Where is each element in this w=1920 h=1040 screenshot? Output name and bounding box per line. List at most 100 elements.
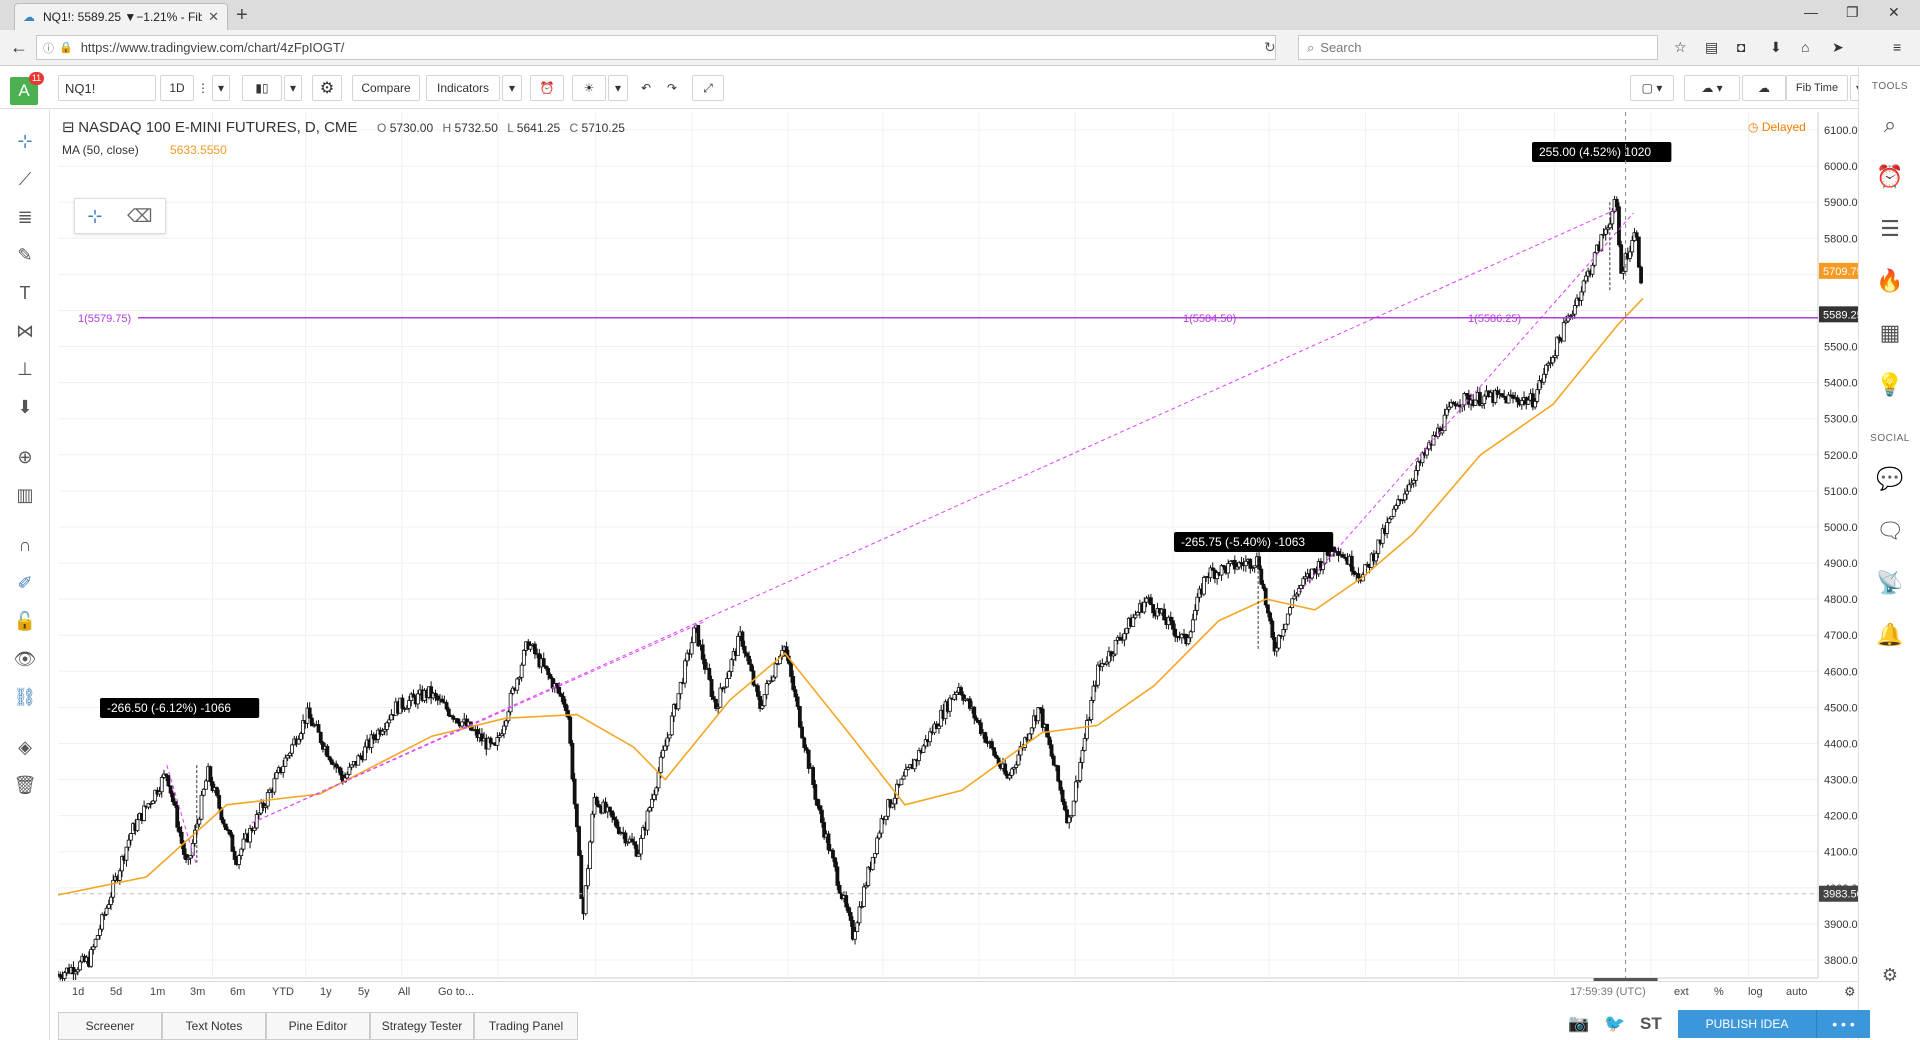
pocket-icon[interactable]: ◘ [1737, 39, 1746, 55]
drawing-tool-name[interactable]: Fib Time [1786, 75, 1848, 101]
undo-icon[interactable]: ↶ [634, 75, 658, 101]
collapse-legend-icon[interactable]: ⊟ [62, 119, 75, 136]
tab-strategy-tester[interactable]: Strategy Tester [370, 1012, 474, 1040]
tab-trading-panel[interactable]: Trading Panel [474, 1012, 578, 1040]
browser-menu-icon[interactable]: ≡ [1893, 39, 1902, 55]
browser-search-field[interactable]: ⌕ Search [1298, 35, 1658, 60]
symbol-input[interactable]: NQ1! [58, 75, 156, 101]
bulb-dropdown-icon[interactable]: ▾ [608, 75, 628, 101]
tab-close-icon[interactable]: ✕ [208, 9, 219, 24]
range-1y[interactable]: 1y [320, 986, 332, 998]
crosshair-icon[interactable]: ⊹ [17, 130, 33, 151]
range-5y[interactable]: 5y [358, 986, 370, 998]
option-auto[interactable]: auto [1786, 986, 1808, 998]
interval-button[interactable]: 1D [160, 75, 194, 101]
fullscreen-icon[interactable]: ⤢ [692, 75, 724, 101]
download-icon[interactable]: ⬇ [1770, 39, 1782, 55]
layout-icon[interactable]: ▢ ▾ [1630, 75, 1674, 101]
private-chat-icon[interactable]: 🗨 [1876, 518, 1904, 543]
clock-time[interactable]: 17:59:39 (UTC) [1570, 986, 1646, 998]
text-tool-icon[interactable]: T [19, 282, 31, 303]
chart-area[interactable]: 3800.003900.004000.004100.004200.004300.… [58, 112, 1862, 1004]
hide-drawings-eye-icon[interactable]: 👁 [13, 648, 37, 669]
camera-icon[interactable]: 📷 [1568, 1014, 1590, 1033]
ma-label[interactable]: MA (50, close) [62, 143, 139, 157]
info-icon[interactable]: ⓘ [43, 42, 54, 55]
settings-bottom-icon[interactable]: ⚙ [1881, 964, 1899, 985]
range-ytd[interactable]: YTD [272, 986, 294, 998]
cloud-load-icon[interactable]: ☁ ▾ [1684, 75, 1740, 101]
publish-idea-button[interactable]: PUBLISH IDEA [1678, 1010, 1816, 1038]
scale-settings-gear-icon[interactable]: ⚙ [1844, 984, 1856, 999]
alarm-icon[interactable]: ⏰ [1876, 164, 1904, 189]
sync-link-icon[interactable]: ⛓ [13, 686, 37, 707]
hotlist-icon[interactable]: 🔥 [1876, 268, 1904, 293]
interval-dropdown-icon[interactable]: ▾ [212, 75, 230, 101]
cursor-crosshair-icon[interactable]: ⊹ [87, 205, 103, 226]
compare-button[interactable]: Compare [352, 75, 420, 101]
stay-in-drawing-mode-icon[interactable]: ✐ [17, 572, 33, 593]
range-3m[interactable]: 3m [190, 986, 206, 998]
series-title[interactable]: NASDAQ 100 E-MINI FUTURES, D, CME [78, 119, 358, 136]
bookmark-star-icon[interactable]: ☆ [1674, 39, 1687, 55]
send-icon[interactable]: ➤ [1832, 39, 1844, 55]
goto-button[interactable]: Go to... [438, 986, 475, 998]
stocktwits-icon[interactable]: ST [1640, 1014, 1662, 1033]
tab-pine-editor[interactable]: Pine Editor [266, 1012, 370, 1040]
streams-icon[interactable]: 📡 [1876, 570, 1904, 595]
chart-style-dropdown-icon[interactable]: ▾ [284, 75, 302, 101]
calendar-icon[interactable]: ▦ [1879, 320, 1901, 345]
candle-body [1473, 399, 1478, 406]
watchlist-icon[interactable]: ☰ [1880, 216, 1900, 241]
price-chart[interactable]: 3800.003900.004000.004100.004200.004300.… [58, 112, 1862, 1004]
tab-screener[interactable]: Screener [58, 1012, 162, 1040]
indicators-dropdown-icon[interactable]: ▾ [502, 75, 522, 101]
measure-ruler-icon[interactable]: ▥ [16, 484, 34, 505]
interval-more-icon[interactable]: ⋮ [196, 75, 210, 101]
settings-gear-icon[interactable]: ⚙ [312, 75, 342, 101]
eraser-icon[interactable]: ⌫ [127, 205, 153, 226]
url-field[interactable]: ⓘ 🔒 https://www.tradingview.com/chart/4z… [36, 35, 1276, 60]
chart-style-candles-icon[interactable]: ▮▯ [242, 75, 282, 101]
magnet-icon[interactable]: ∩ [18, 534, 32, 555]
range-6m[interactable]: 6m [230, 986, 246, 998]
option-ext[interactable]: ext [1674, 986, 1689, 998]
arrow-down-icon[interactable]: ⬇ [17, 396, 33, 417]
pattern-icon[interactable]: ⋈ [16, 320, 34, 341]
tab-text-notes[interactable]: Text Notes [162, 1012, 266, 1040]
back-arrow-icon[interactable]: ← [10, 37, 28, 57]
range-5d[interactable]: 5d [110, 986, 123, 998]
zoom-in-icon[interactable]: ⊕ [17, 446, 33, 467]
cloud-save-icon[interactable]: ☁ [1742, 75, 1786, 101]
range-1d[interactable]: 1d [72, 986, 85, 998]
brush-icon[interactable]: ✎ [17, 244, 33, 265]
object-tree-layers-icon[interactable]: ◈ [18, 736, 32, 757]
new-tab-icon[interactable]: + [236, 4, 248, 26]
lock-drawings-icon[interactable]: 🔓 [13, 610, 37, 631]
ideas-icon[interactable]: 💡 [1876, 372, 1904, 397]
maximize-icon[interactable]: ❐ [1846, 4, 1859, 20]
option-log[interactable]: log [1748, 986, 1763, 998]
indicators-button[interactable]: Indicators [426, 75, 500, 101]
fib-retracement-icon[interactable]: ≣ [17, 206, 33, 227]
measure-icon[interactable]: ⊥ [17, 358, 33, 379]
alert-add-icon[interactable]: ⏰ [530, 75, 564, 101]
range-1m[interactable]: 1m [150, 986, 166, 998]
range-all[interactable]: All [398, 986, 411, 998]
option-percent[interactable]: % [1714, 986, 1724, 998]
minimize-icon[interactable]: — [1804, 4, 1818, 20]
reload-icon[interactable]: ↻ [1264, 39, 1276, 55]
home-icon[interactable]: ⌂ [1801, 39, 1810, 55]
browser-tab[interactable]: ☁ NQ1!: 5589.25 ▼−1.21% - Fib ✕ [14, 3, 228, 30]
notifications-icon[interactable]: 🔔 [1876, 622, 1904, 647]
search-icon[interactable]: ⌕ [1883, 112, 1897, 137]
redo-icon[interactable]: ↷ [660, 75, 684, 101]
reading-list-icon[interactable]: ▤ [1705, 39, 1719, 55]
chat-icon[interactable]: 💬 [1876, 466, 1904, 491]
twitter-icon[interactable]: 🐦 [1604, 1014, 1626, 1033]
bulb-icon[interactable]: ☀ [572, 75, 606, 101]
publish-more-icon[interactable]: • • • [1816, 1010, 1870, 1038]
trash-icon[interactable]: 🗑 [13, 774, 37, 795]
window-close-icon[interactable]: ✕ [1888, 4, 1900, 20]
trend-line-icon[interactable]: ⟋ [18, 168, 32, 189]
